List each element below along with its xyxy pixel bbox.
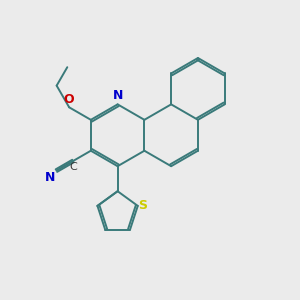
Text: C: C: [69, 162, 77, 172]
Text: N: N: [45, 171, 55, 184]
Text: O: O: [64, 93, 74, 106]
Text: S: S: [139, 200, 148, 212]
Text: N: N: [112, 89, 123, 102]
